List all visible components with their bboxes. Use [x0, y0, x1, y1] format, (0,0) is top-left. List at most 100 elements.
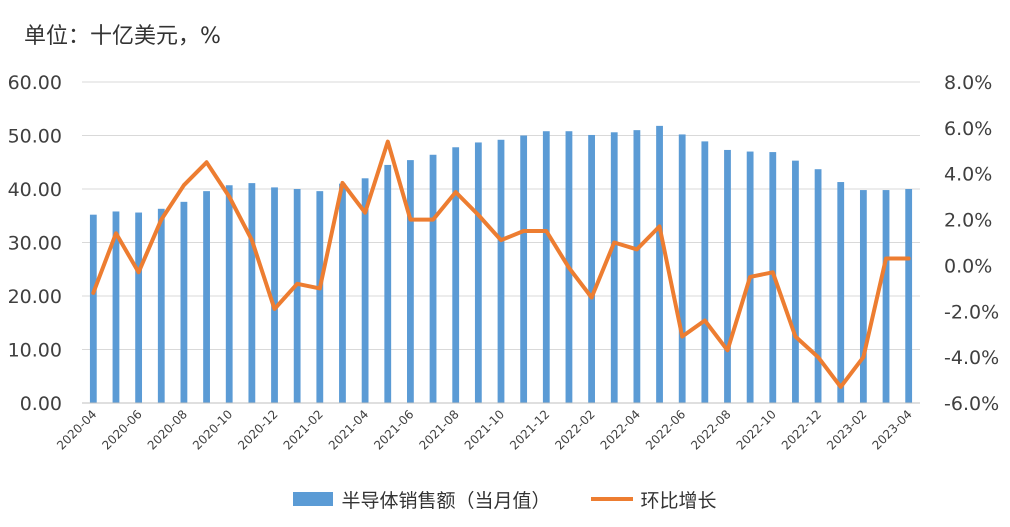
x-tick-label: 2020-08	[145, 407, 190, 452]
growth-point	[318, 286, 322, 290]
legend-swatch-bar	[293, 492, 334, 506]
growth-point	[182, 183, 186, 187]
bar	[429, 154, 437, 403]
growth-point	[454, 190, 458, 194]
growth-point	[91, 291, 95, 295]
y-left-tick-label: 10.00	[8, 340, 62, 362]
bar	[452, 147, 460, 403]
bar	[633, 130, 641, 403]
bar	[905, 189, 913, 403]
growth-point	[748, 275, 752, 279]
bar	[792, 160, 799, 403]
y-left-tick-label: 40.00	[8, 179, 62, 201]
y-left-tick-label: 50.00	[8, 126, 62, 148]
y-right-tick-label: -4.0%	[944, 347, 999, 369]
bar	[588, 134, 595, 403]
growth-point	[658, 224, 662, 228]
growth-point	[680, 335, 684, 339]
growth-point	[590, 296, 594, 300]
x-tick-label: 2020-10	[190, 407, 235, 452]
x-tick-label: 2022-08	[688, 407, 733, 452]
x-tick-label: 2022-06	[643, 407, 688, 452]
bar	[859, 190, 867, 403]
x-tick-label: 2022-04	[598, 407, 643, 452]
bar	[542, 131, 550, 403]
growth-point	[907, 257, 911, 261]
legend-label-sales: 半导体销售额（当月值）	[341, 489, 551, 512]
bar	[271, 187, 278, 403]
growth-point	[408, 218, 412, 222]
bar	[837, 182, 845, 403]
growth-point	[612, 241, 616, 244]
x-tick-label: 2021-04	[326, 407, 371, 452]
growth-point	[499, 238, 503, 242]
growth-point	[522, 229, 526, 233]
growth-point	[295, 282, 299, 286]
legend-swatch-line	[590, 497, 633, 501]
x-tick-label: 2021-02	[281, 407, 326, 452]
growth-point	[159, 218, 163, 222]
x-tick-label: 2023-02	[824, 407, 869, 452]
growth-point	[771, 270, 775, 274]
x-tick-label: 2020-06	[99, 407, 144, 452]
growth-point	[386, 140, 390, 144]
y-right-tick-label: 4.0%	[944, 164, 992, 186]
x-tick-label: 2021-12	[507, 407, 552, 452]
y-right-tick-label: 6.0%	[944, 118, 992, 140]
y-right-tick-label: 2.0%	[944, 210, 992, 232]
growth-point	[861, 355, 865, 359]
bar	[520, 135, 528, 403]
legend-item-growth: 环比增长	[590, 486, 717, 513]
growth-point	[273, 307, 277, 311]
y-left-tick-label: 0.00	[20, 393, 62, 415]
growth-point	[227, 195, 231, 199]
growth-point	[839, 385, 843, 389]
legend-item-sales: 半导体销售额（当月值）	[293, 486, 551, 513]
x-tick-label: 2023-04	[869, 407, 914, 452]
legend: 半导体销售额（当月值） 环比增长	[0, 484, 1010, 514]
line-layer	[91, 139, 911, 389]
growth-point	[725, 348, 729, 352]
bar	[814, 169, 822, 403]
legend-label-growth: 环比增长	[640, 489, 717, 512]
growth-point	[816, 355, 820, 359]
bar	[180, 201, 188, 403]
bar	[293, 189, 301, 403]
x-tick-label: 2020-12	[235, 407, 280, 452]
bar	[610, 132, 618, 404]
bar	[157, 208, 165, 403]
bar	[203, 191, 210, 403]
bar	[882, 190, 890, 403]
bar	[248, 183, 256, 403]
growth-point	[476, 213, 480, 217]
growth-point	[793, 335, 797, 339]
x-tick-label: 2022-12	[779, 407, 824, 452]
bar	[225, 185, 233, 403]
y-right-tick-label: 0.0%	[944, 255, 992, 277]
y-right-tick-label: 8.0%	[944, 72, 992, 94]
bar	[407, 160, 414, 403]
y-left-tick-label: 30.00	[8, 233, 62, 255]
x-tick-label: 2021-06	[371, 407, 416, 452]
bar	[678, 134, 686, 403]
x-tick-label: 2022-02	[552, 407, 597, 452]
bar	[701, 141, 709, 403]
bar	[112, 211, 120, 403]
growth-point	[363, 211, 367, 215]
y-right-tick-label: -2.0%	[944, 301, 999, 323]
bar	[474, 142, 482, 403]
growth-point	[567, 266, 571, 270]
growth-point	[431, 218, 435, 222]
bar	[339, 183, 346, 403]
y-left-tick-label: 60.00	[8, 72, 62, 94]
unit-label: 单位：十亿美元，%	[24, 24, 221, 49]
bar	[724, 149, 731, 403]
bar	[497, 139, 505, 403]
growth-point	[205, 160, 209, 164]
bar	[89, 214, 97, 403]
y-right-tick-label: -6.0%	[944, 393, 999, 415]
bar	[316, 191, 324, 403]
bar	[656, 125, 663, 404]
